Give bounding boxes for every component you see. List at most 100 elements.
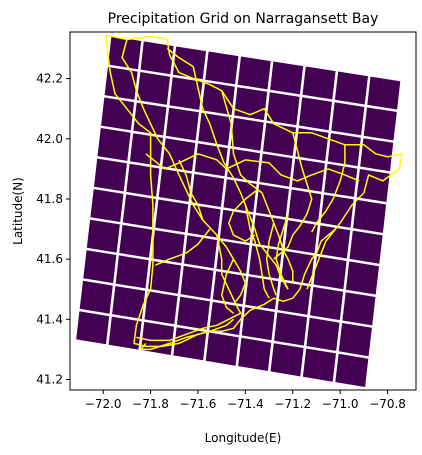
boundary-line: [140, 318, 234, 351]
grid-cell: [86, 219, 120, 253]
grid-cell: [133, 102, 167, 136]
grid-cell: [335, 353, 369, 387]
precipitation-grid: [76, 36, 401, 387]
boundary-line: [228, 189, 258, 242]
x-axis-label: Longitude(E): [205, 431, 282, 445]
x-tick-label: −71.4: [227, 397, 264, 411]
grid-cell: [144, 291, 178, 325]
y-axis-ticks: 41.2 41.4 41.6 41.8 42.0 42.2: [36, 72, 70, 386]
grid-cell: [338, 323, 372, 357]
grid-cell: [151, 230, 185, 264]
x-tick-label: −72.0: [85, 397, 122, 411]
boundary-line: [145, 153, 360, 182]
grid-cell: [137, 72, 171, 105]
grid-cell: [122, 194, 156, 228]
grid-cell: [302, 348, 336, 382]
y-tick-label: 41.2: [36, 372, 63, 386]
grid-cell: [198, 112, 232, 146]
grid-cell: [270, 61, 304, 95]
grid-cell: [356, 169, 390, 202]
grid-cell: [83, 250, 117, 284]
boundary-line: [265, 222, 277, 296]
grid-cell: [219, 209, 253, 243]
boundary-line: [311, 144, 346, 233]
grid-cell: [172, 46, 206, 80]
y-tick-label: 42.2: [36, 72, 63, 86]
grid-cell: [263, 122, 297, 156]
x-tick-label: −71.6: [180, 397, 217, 411]
boundary-line: [306, 228, 336, 290]
grid-cell: [165, 107, 199, 141]
x-tick-label: −71.0: [322, 397, 359, 411]
grid-cell: [277, 281, 311, 315]
grid-cell: [227, 148, 261, 182]
boundary-line: [275, 213, 289, 290]
grid-cell: [108, 36, 142, 70]
grid-cell: [252, 215, 286, 249]
grid-cell: [367, 76, 401, 110]
grid-cell: [223, 179, 257, 213]
grid-cell: [298, 97, 332, 131]
grid-cell: [155, 199, 189, 233]
grid-cell: [349, 230, 383, 264]
grid-cell: [184, 235, 218, 269]
boundary-line: [104, 34, 403, 348]
grid-cell: [284, 220, 318, 254]
grid-cell: [274, 312, 308, 346]
grid-cell: [119, 224, 153, 258]
grid-cell: [334, 71, 368, 105]
grid-cell: [158, 168, 192, 202]
grid-cell: [162, 138, 196, 172]
chart-title: Precipitation Grid on Narragansett Bay: [108, 11, 379, 27]
grid-cell: [288, 189, 322, 223]
grid-cell: [331, 102, 365, 136]
grid-cell: [281, 250, 315, 285]
x-tick-label: −70.8: [369, 397, 406, 411]
grid-cell: [180, 265, 214, 299]
plot-frame: [69, 31, 417, 391]
grid-cell: [176, 296, 210, 330]
grid-cell: [270, 343, 304, 377]
grid-cell: [291, 158, 325, 192]
grid-cell: [237, 56, 271, 90]
y-tick-label: 41.8: [36, 192, 63, 206]
boundary-line: [155, 228, 211, 266]
grid-cell: [115, 255, 149, 289]
grid-cell: [306, 317, 340, 351]
grid-cell: [126, 163, 160, 197]
grid-cell: [248, 245, 282, 279]
boundary-line: [121, 39, 247, 305]
grid-cell: [353, 199, 387, 233]
grid-cell: [238, 337, 272, 371]
grid-cell: [255, 184, 289, 218]
grid-cell: [79, 280, 113, 314]
x-axis-ticks: −72.0 −71.8 −71.6 −71.4 −71.2 −71.0 −70.8: [85, 390, 406, 411]
boundary-line: [220, 258, 235, 314]
grid-cell: [320, 194, 354, 228]
grid-cell: [140, 41, 174, 75]
y-axis-label: Latitude(N): [11, 177, 25, 245]
watershed-boundaries: [104, 34, 403, 351]
grid-cell: [302, 66, 336, 100]
grid-cell: [205, 51, 239, 85]
grid-cell: [241, 307, 275, 341]
grid-cell: [201, 82, 235, 115]
grid-cell: [94, 158, 127, 192]
grid-cell: [363, 107, 397, 141]
grid-cell: [317, 225, 351, 259]
grid-cell: [129, 133, 163, 166]
y-tick-label: 42.0: [36, 132, 63, 146]
grid-cell: [148, 260, 182, 294]
grid-cell: [342, 292, 376, 326]
grid-cell: [169, 77, 203, 110]
grid-cell: [97, 128, 131, 161]
grid-cell: [310, 286, 344, 321]
grid-cell: [205, 332, 239, 366]
grid-cell: [313, 256, 347, 290]
grid-cell: [212, 271, 246, 305]
grid-cell: [108, 316, 142, 350]
grid-cell: [345, 261, 379, 295]
grid-cell: [76, 311, 110, 345]
grid-cell: [112, 286, 146, 319]
